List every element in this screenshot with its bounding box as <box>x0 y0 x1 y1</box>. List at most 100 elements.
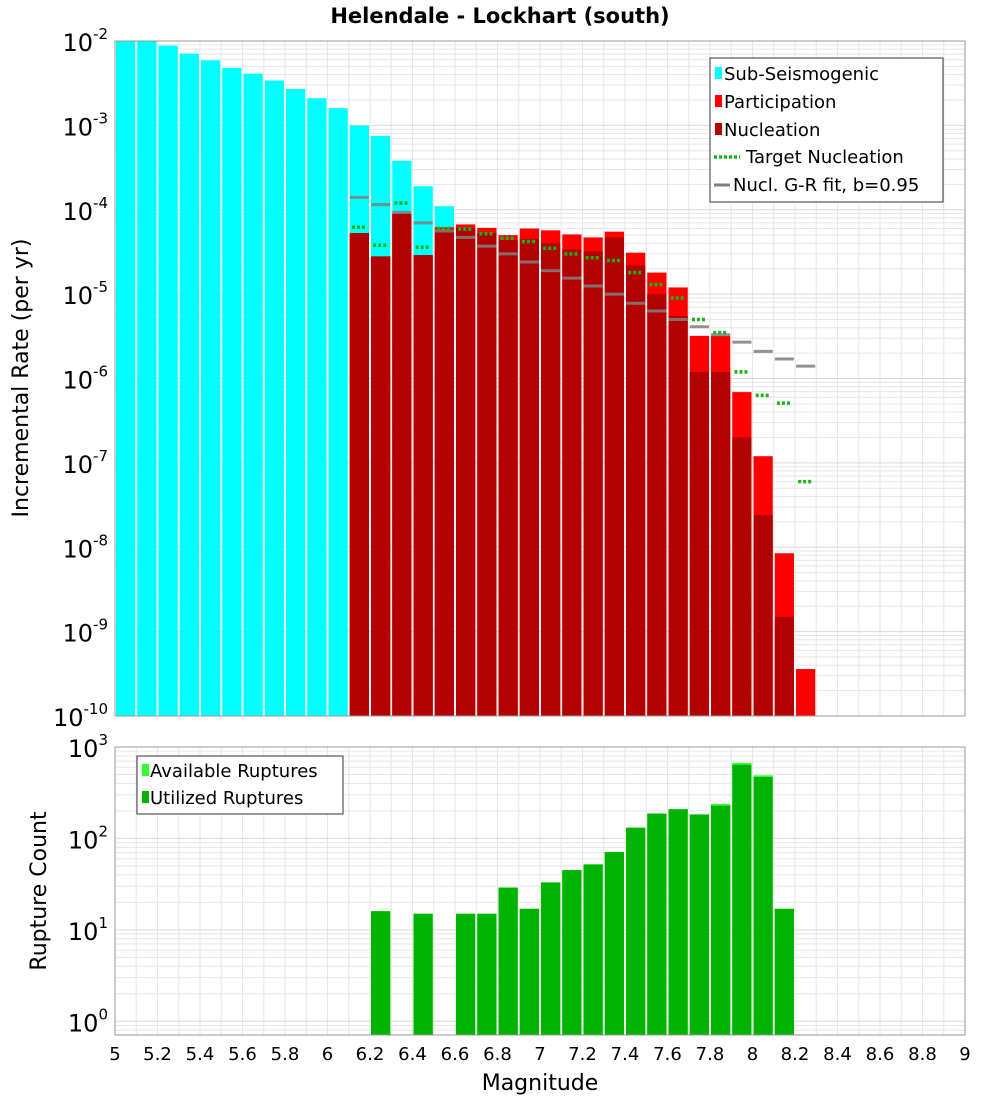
x-tick-label: 8.4 <box>823 1044 852 1065</box>
bar-nucleation <box>541 243 561 717</box>
bar-sub-seismogenic <box>116 41 136 716</box>
x-tick-label: 5.6 <box>228 1044 257 1065</box>
bottom-y-tick-label: 102 <box>68 822 108 854</box>
bar-utilized-ruptures <box>604 852 624 1035</box>
bottom-y-tick-label: 100 <box>68 1005 108 1037</box>
bar-sub-seismogenic <box>137 41 157 716</box>
legend-swatch-nucleation <box>715 123 722 135</box>
bar-nucleation <box>477 233 497 716</box>
bar-nucleation <box>349 233 369 716</box>
bar-sub-seismogenic <box>328 108 348 717</box>
chart-title: Helendale - Lockhart (south) <box>330 4 669 28</box>
x-tick-label: 8 <box>747 1044 758 1065</box>
bar-sub-seismogenic <box>179 53 199 717</box>
bottom-y-axis-label: Rupture Count <box>27 811 52 971</box>
top-y-tick-label: 10-2 <box>62 25 108 57</box>
bar-utilized-ruptures <box>541 882 561 1035</box>
bar-utilized-ruptures <box>498 887 518 1035</box>
top-y-tick-labels: 10-10 10-9 10-8 10-7 10-6 10-5 10-4 10-3 10-2 <box>53 25 108 732</box>
top-legend: Sub-Seismogenic Participation Nucleation… <box>709 57 944 203</box>
bar-sub-seismogenic <box>201 60 221 717</box>
top-plot-lines <box>349 195 816 484</box>
x-tick-label: 7.4 <box>611 1044 640 1065</box>
bar-utilized-ruptures <box>583 864 603 1035</box>
bar-nucleation <box>456 227 476 716</box>
bar-utilized-ruptures <box>689 814 709 1035</box>
bar-nucleation <box>732 437 752 716</box>
bar-nucleation <box>562 249 582 716</box>
x-tick-label: 6.6 <box>441 1044 470 1065</box>
bottom-y-tick-labels: 100 101 102 103 <box>68 731 108 1037</box>
bar-participation <box>796 669 816 716</box>
x-tick-label: 8.8 <box>908 1044 937 1065</box>
x-tick-label: 8.2 <box>781 1044 810 1065</box>
bar-sub-seismogenic <box>243 73 263 716</box>
bar-utilized-ruptures <box>413 913 433 1035</box>
x-tick-label: 6.8 <box>483 1044 512 1065</box>
bar-nucleation <box>668 316 688 716</box>
bar-nucleation <box>689 371 709 716</box>
bar-utilized-ruptures <box>371 911 391 1035</box>
top-y-tick-label: 10-4 <box>62 194 108 226</box>
x-tick-label: 8.6 <box>866 1044 895 1065</box>
x-tick-label: 5.8 <box>271 1044 300 1065</box>
x-tick-labels: 5 5.2 5.4 5.6 5.8 6 6.2 6.4 6.6 6.8 7 7.2 7.4 7.6 7.8 8… <box>109 1044 970 1065</box>
bar-nucleation <box>413 255 433 716</box>
bottom-plot-frame <box>114 746 966 1036</box>
bar-utilized-ruptures <box>562 870 582 1035</box>
legend-label-gr-fit: Nucl. G-R fit, b=0.95 <box>733 175 919 196</box>
legend-swatch-utilized-ruptures <box>142 791 149 803</box>
bar-utilized-ruptures <box>647 813 667 1035</box>
legend-swatch-available-ruptures <box>142 764 149 776</box>
x-tick-label: 5.4 <box>186 1044 215 1065</box>
x-axis-label: Magnitude <box>482 1071 599 1096</box>
x-tick-label: 6 <box>322 1044 333 1065</box>
bar-utilized-ruptures <box>753 776 773 1035</box>
bar-sub-seismogenic <box>158 45 178 717</box>
x-tick-label: 7.2 <box>568 1044 597 1065</box>
bar-sub-seismogenic <box>222 67 242 717</box>
bottom-y-tick-label: 101 <box>68 914 108 946</box>
bar-nucleation <box>774 616 794 716</box>
bar-sub-seismogenic <box>307 98 327 716</box>
bar-nucleation <box>711 371 731 716</box>
legend-swatch-sub-seismogenic <box>715 67 722 79</box>
legend-label-nucleation: Nucleation <box>724 120 820 141</box>
top-plot-frame <box>114 40 966 717</box>
bar-nucleation <box>626 265 646 716</box>
legend-label-participation: Participation <box>724 92 836 113</box>
top-y-tick-label: 10-8 <box>62 531 108 563</box>
bottom-plot-bars <box>371 762 794 1035</box>
bottom-legend: Available Ruptures Utilized Ruptures <box>136 755 344 815</box>
top-legend-box <box>709 57 944 203</box>
bar-nucleation <box>604 237 624 716</box>
bar-nucleation <box>583 251 603 716</box>
bar-utilized-ruptures <box>477 913 497 1035</box>
legend-label-utilized-ruptures: Utilized Ruptures <box>150 788 303 809</box>
bar-nucleation <box>647 294 667 716</box>
top-y-tick-label: 10-9 <box>62 616 108 648</box>
top-y-tick-label: 10-3 <box>62 109 108 141</box>
top-y-tick-label: 10-10 <box>53 700 108 732</box>
x-tick-label: 5.2 <box>143 1044 172 1065</box>
bar-nucleation <box>392 213 412 717</box>
top-plot-bars <box>116 41 816 717</box>
top-y-tick-label: 10-7 <box>62 447 108 479</box>
bar-utilized-ruptures <box>668 809 688 1035</box>
legend-label-target-nucleation: Target Nucleation <box>745 147 904 168</box>
bottom-y-tick-label: 103 <box>68 731 108 763</box>
bar-utilized-ruptures <box>626 827 646 1035</box>
bottom-legend-box <box>136 755 344 815</box>
top-y-tick-label: 10-6 <box>62 363 108 395</box>
bar-sub-seismogenic <box>286 88 306 716</box>
bar-nucleation <box>434 230 454 716</box>
legend-label-sub-seismogenic: Sub-Seismogenic <box>724 64 879 85</box>
bar-nucleation <box>371 256 391 716</box>
bar-utilized-ruptures <box>519 908 539 1035</box>
x-tick-label: 7.6 <box>653 1044 682 1065</box>
bar-utilized-ruptures <box>774 908 794 1035</box>
top-y-axis-label: Incremental Rate (per yr) <box>9 239 34 518</box>
x-tick-label: 7.8 <box>696 1044 725 1065</box>
bar-nucleation <box>498 239 518 716</box>
